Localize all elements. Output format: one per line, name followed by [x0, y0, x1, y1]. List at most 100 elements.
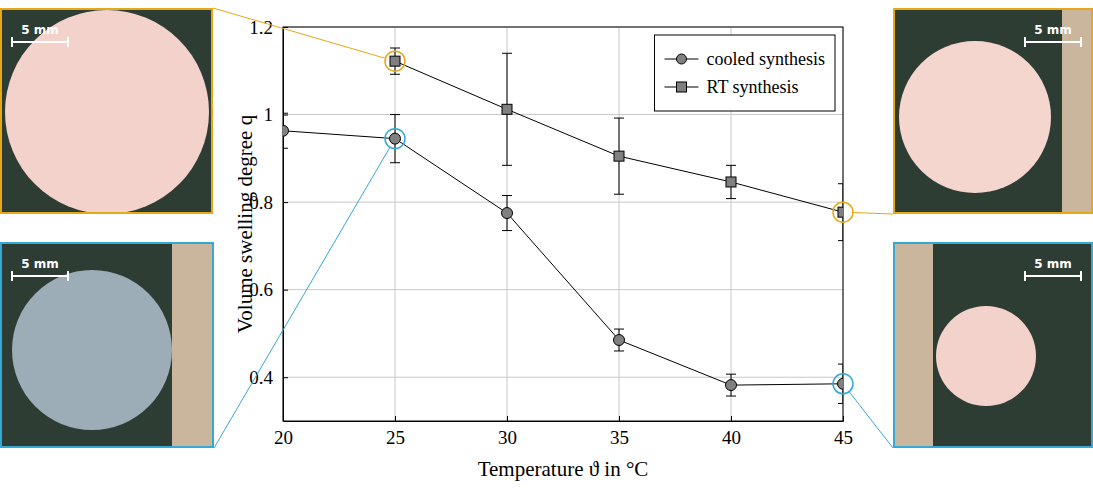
- error-bar-segment: [390, 162, 400, 163]
- y-tick-label: 0.4: [249, 367, 273, 388]
- photo-panel: 5 mm: [0, 242, 214, 448]
- x-tick-label: 25: [386, 427, 405, 448]
- data-point: [502, 104, 512, 114]
- legend-label: RT synthesis: [707, 77, 799, 97]
- scale-bar-end: [67, 271, 69, 281]
- photo-background: [0, 8, 213, 214]
- error-bar-segment: [390, 74, 400, 75]
- scale-bar-label: 5 mm: [21, 23, 59, 37]
- error-bar-segment: [838, 183, 843, 184]
- data-point: [726, 380, 737, 391]
- data-point: [614, 335, 625, 346]
- error-bar-segment: [838, 403, 843, 404]
- photo-sample: [12, 270, 172, 430]
- scale-bar-label: 5 mm: [1034, 257, 1072, 271]
- error-bar: [502, 196, 512, 231]
- legend-box: [655, 35, 836, 111]
- legend-entry: cooled synthesis: [665, 49, 826, 69]
- error-bar-segment: [614, 118, 624, 119]
- error-bar-segment: [283, 148, 288, 149]
- error-bar-segment: [390, 114, 400, 115]
- chart: 2025303540450.40.60.811.2Temperature ϑ i…: [0, 0, 1093, 489]
- error-bar-segment: [614, 350, 624, 351]
- scale-bar: [12, 41, 68, 43]
- highlight-ring: [385, 51, 405, 71]
- error-bar-segment: [502, 230, 512, 231]
- x-tick-label: 20: [274, 427, 293, 448]
- x-axis-title: Temperature ϑ in °C: [478, 457, 649, 481]
- y-tick: 1: [264, 104, 289, 125]
- photo-border: [894, 9, 1092, 213]
- series-line: [283, 131, 843, 385]
- error-bar-segment: [390, 48, 400, 49]
- error-bar-segment: [838, 240, 843, 241]
- y-tick-mark: [283, 115, 288, 116]
- y-axis-title: Volume swelling degree q: [233, 114, 257, 333]
- error-bar: [502, 53, 512, 165]
- photo-sample: [899, 41, 1051, 193]
- x-tick-label: 40: [722, 427, 741, 448]
- y-grid-line: [283, 377, 843, 378]
- scale-bar-end: [67, 37, 69, 47]
- photo-sample: [936, 306, 1036, 406]
- y-tick-mark: [283, 377, 288, 378]
- y-grid-line: [283, 289, 843, 290]
- photo-panel: 5 mm: [0, 8, 213, 214]
- connector-line: [849, 392, 893, 448]
- legend-label: cooled synthesis: [707, 49, 826, 69]
- photo-border: [894, 243, 1092, 447]
- error-bar-segment: [502, 165, 512, 166]
- scale-bar: [1025, 275, 1081, 277]
- photo-background: [893, 8, 1093, 214]
- scale-bar-end: [1080, 37, 1082, 47]
- error-bar-segment: [502, 195, 512, 196]
- highlight-ring: [833, 374, 853, 394]
- error-bar-segment: [614, 194, 624, 195]
- error-bar-segment: [726, 198, 736, 199]
- legend: cooled synthesis RT synthesis: [655, 35, 836, 111]
- data-point: [390, 56, 400, 66]
- scale-bar: [1025, 41, 1081, 43]
- y-tick-mark: [283, 290, 288, 291]
- error-bar: [614, 329, 624, 351]
- photo-panel: 5 mm: [893, 242, 1093, 448]
- error-bar-segment: [502, 53, 512, 54]
- error-bar: [726, 374, 736, 396]
- grid: [283, 27, 843, 421]
- y-tick-label: 1: [264, 104, 274, 125]
- x-tick-label: 45: [834, 427, 853, 448]
- x-tick-label: 30: [498, 427, 517, 448]
- data-point: [283, 125, 289, 136]
- error-bar-segment: [726, 165, 736, 166]
- scale-bar-end: [11, 37, 13, 47]
- legend-marker: [677, 82, 687, 92]
- scale-bar: [12, 275, 68, 277]
- scale-bar-label: 5 mm: [21, 257, 59, 271]
- scale-bar-end: [11, 271, 13, 281]
- x-grid-line: [395, 27, 396, 421]
- x-grid-line: [619, 27, 620, 421]
- scale-bar-end: [1080, 271, 1082, 281]
- connector-line: [214, 147, 390, 448]
- error-bar: [614, 118, 624, 194]
- error-bar: [726, 165, 736, 198]
- series-line: [395, 61, 843, 212]
- data-point: [614, 151, 624, 161]
- photo-edge: [893, 242, 933, 448]
- highlight-ring: [833, 202, 853, 222]
- connector-line: [853, 213, 893, 214]
- error-bar: [838, 184, 843, 241]
- error-bar: [283, 113, 288, 148]
- photo-panel: 5 mm: [893, 8, 1093, 214]
- error-bar-segment: [614, 329, 624, 330]
- highlight-ring: [385, 129, 405, 149]
- data-point: [726, 177, 736, 187]
- photo-edge: [172, 242, 214, 448]
- legend-marker: [677, 54, 687, 64]
- photo-background: [893, 242, 1093, 448]
- error-bar-segment: [838, 364, 843, 365]
- scale-bar-end: [1024, 271, 1026, 281]
- x-tick-mark: [619, 416, 620, 421]
- photo-border: [1, 243, 213, 447]
- photo-border: [1, 9, 212, 213]
